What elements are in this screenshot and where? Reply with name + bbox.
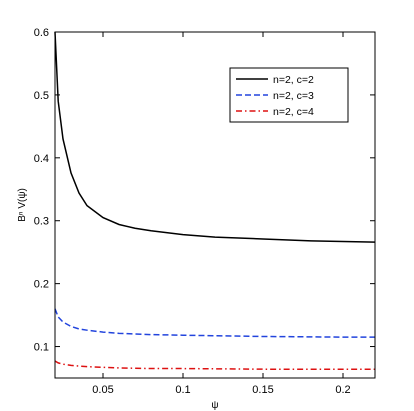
y-axis: 0.1 0.2 0.3 0.4 0.5 0.6 [34,27,375,354]
legend-label: n=2, c=4 [273,106,314,118]
x-axis-title: ψ [211,400,218,411]
y-axis-title: Bⁿ V(ψ) [17,188,28,222]
series-line-3 [54,360,375,370]
series-line-1 [54,31,376,243]
y-tick-label: 0.6 [34,27,49,39]
plot-frame [54,31,376,379]
x-tick-label: 0.2 [335,384,350,396]
y-tick-label: 0.1 [34,342,49,354]
y-tick-label: 0.2 [34,279,49,291]
legend-label: n=2, c=2 [273,74,314,86]
series-line-2 [54,308,375,338]
y-tick-label: 0.4 [34,153,49,165]
x-tick-label: 0.05 [92,384,113,396]
x-axis: 0.05 0.1 0.15 0.2 [92,32,351,396]
legend-label: n=2, c=3 [273,90,314,102]
y-tick-label: 0.5 [34,90,49,102]
x-tick-label: 0.1 [175,384,190,396]
y-tick-label: 0.3 [34,216,49,228]
series-curves [54,31,376,370]
legend: n=2, c=2 n=2, c=3 n=2, c=4 [229,67,349,123]
x-tick-label: 0.15 [252,384,273,396]
